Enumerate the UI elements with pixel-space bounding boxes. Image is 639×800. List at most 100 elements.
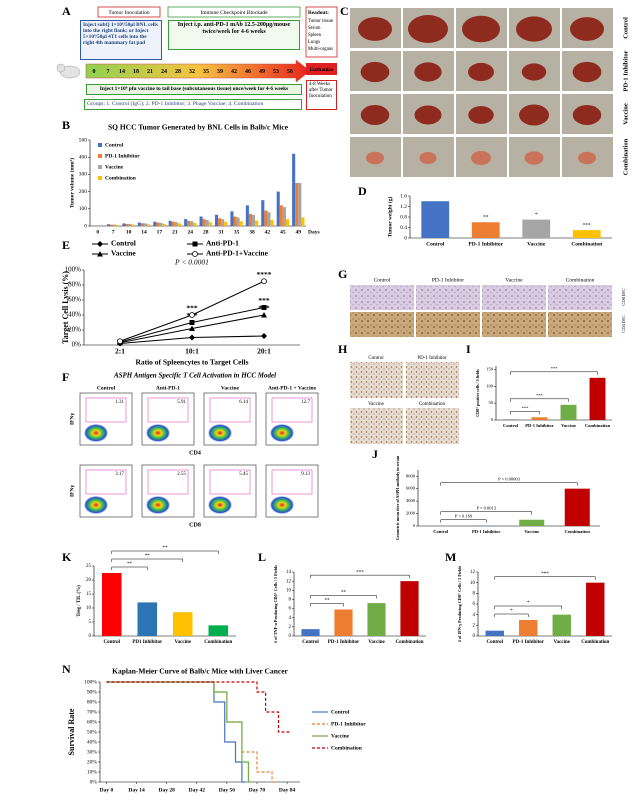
timeline-day: 42 xyxy=(231,69,237,75)
bar xyxy=(147,224,151,226)
ihc-image xyxy=(406,408,459,444)
x-tick-label: Day 42 xyxy=(189,787,206,793)
bar xyxy=(301,217,305,226)
legend-label: Control xyxy=(111,239,136,248)
x-tick-label: Combination xyxy=(395,640,423,645)
flow-y-label: IFNγ xyxy=(69,485,75,497)
x-tick-label: 20:1 xyxy=(257,347,271,356)
x-tick-label: Combination xyxy=(585,423,611,428)
timeline-day: 32 xyxy=(189,69,195,75)
bar xyxy=(214,214,219,226)
x-tick-label: 28 xyxy=(203,229,209,235)
bar xyxy=(285,219,290,226)
comparison-bracket xyxy=(310,574,410,579)
flow-gate-value: 5.91 xyxy=(177,400,186,405)
tumor xyxy=(524,151,544,165)
marker xyxy=(97,241,103,247)
bar xyxy=(552,614,571,636)
timeline-day: 0 xyxy=(93,69,96,75)
y-axis-title: Survival Rate xyxy=(67,708,76,755)
y-tick-label: 150 xyxy=(486,366,494,371)
survival-curve xyxy=(106,681,252,783)
bar xyxy=(131,224,135,226)
tumor xyxy=(358,17,392,41)
comparison-bracket xyxy=(111,558,183,562)
comparison-bracket xyxy=(494,576,596,580)
timeline-day: 53 xyxy=(273,69,279,75)
marker xyxy=(261,305,267,310)
bar xyxy=(144,223,148,226)
flow-population xyxy=(208,424,232,442)
marker xyxy=(261,312,267,318)
bar xyxy=(295,183,299,226)
legend-swatch xyxy=(98,165,102,169)
bar xyxy=(221,219,225,226)
y-tick-label: 40% xyxy=(68,311,81,319)
tumor xyxy=(516,16,552,42)
x-tick-label: 38 xyxy=(249,229,255,235)
bar xyxy=(224,221,228,226)
bar xyxy=(156,222,160,226)
comparison-bracket xyxy=(440,482,578,486)
bar xyxy=(110,224,114,226)
readout-item: Tumor tissue xyxy=(308,19,333,24)
marker xyxy=(189,334,195,341)
mouse-head xyxy=(56,63,66,73)
bar xyxy=(239,221,243,226)
bar xyxy=(218,218,222,226)
comparison-bracket xyxy=(111,566,148,570)
x-tick-label: Control xyxy=(433,529,449,534)
significance: *** xyxy=(258,304,270,313)
ihc-label: Combination xyxy=(419,402,446,407)
x-tick-label: PD-1 Inhibitor xyxy=(328,640,360,645)
comparison-bracket xyxy=(440,511,532,515)
ihc-label: PD-1 Inhibitor xyxy=(417,356,447,361)
y-tick-label: 6 xyxy=(473,602,476,607)
bar xyxy=(172,612,193,636)
comparison-bracket xyxy=(510,398,569,402)
panel-label: K xyxy=(62,550,72,564)
bar xyxy=(128,223,132,226)
x-axis-title: Days xyxy=(308,229,320,235)
y-tick-label: 25 xyxy=(86,564,92,569)
flow-column-label: Anti-PD-1 + Vaccine xyxy=(268,385,317,391)
bar xyxy=(400,581,419,636)
timeline-day: 24 xyxy=(161,69,167,75)
ihc-image xyxy=(482,285,546,310)
legend-label: Vaccine xyxy=(105,164,124,170)
bar xyxy=(564,488,590,526)
comparison-bracket xyxy=(310,603,344,607)
marker xyxy=(189,325,195,331)
chart-title: Kaplan-Meier Curve of Balb/c Mice with L… xyxy=(112,667,288,676)
bar xyxy=(276,191,280,226)
bar xyxy=(193,222,197,226)
legend-swatch xyxy=(98,154,102,158)
bar xyxy=(168,220,172,226)
flow-population xyxy=(84,496,108,514)
y-tick-label: 1.6 xyxy=(400,193,407,199)
marker xyxy=(261,278,267,285)
x-tick-label: Combination xyxy=(204,640,232,645)
legend-label: Vaccine xyxy=(331,733,350,739)
bar xyxy=(159,222,163,226)
y-tick-label: 0.4 xyxy=(400,225,407,231)
comparison-label: *** xyxy=(356,570,364,575)
x-tick-label: 2:1 xyxy=(115,347,125,356)
photo-row-label: Control xyxy=(622,17,629,39)
legend-label: PD-1 Inhibitor xyxy=(331,721,366,727)
readout-item: Lungs xyxy=(308,40,320,45)
panel-label: A xyxy=(62,4,71,18)
flow-gate-value: 1.31 xyxy=(115,400,124,405)
y-tick-label: 0 xyxy=(289,634,292,639)
ihc-image xyxy=(482,312,546,337)
ihc-column-label: Control xyxy=(374,277,391,283)
significance: * xyxy=(535,212,538,218)
flow-gate xyxy=(85,469,127,495)
x-tick-label: Combination xyxy=(565,529,591,534)
y-tick-label: 6000 xyxy=(406,486,416,491)
x-tick-label: Vaccine xyxy=(554,640,571,645)
y-tick-label: 15 xyxy=(86,592,92,597)
bar xyxy=(101,573,122,636)
